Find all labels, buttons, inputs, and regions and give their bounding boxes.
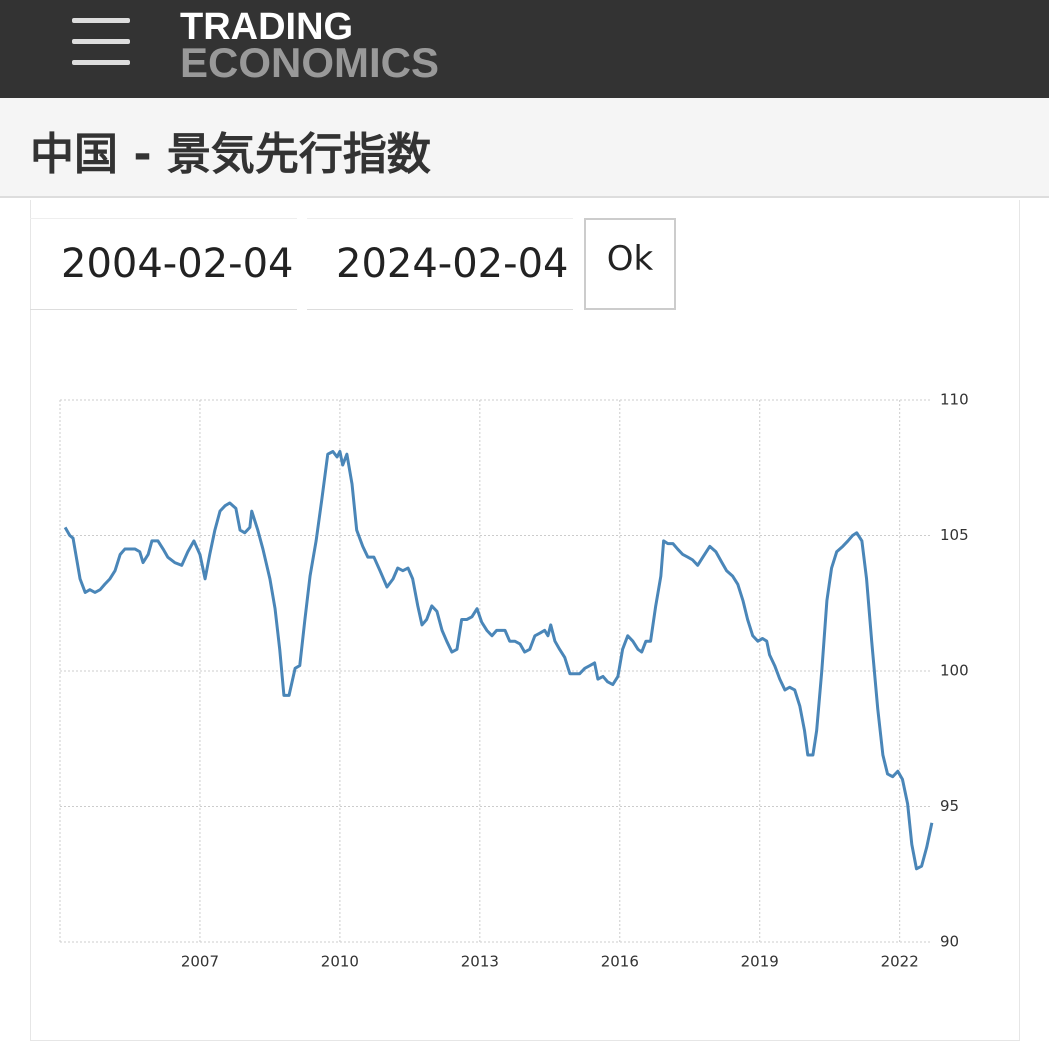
y-tick-label: 100 [940, 662, 969, 680]
page-title: 中国 - 景気先行指数 [30, 129, 431, 180]
y-tick-label: 110 [940, 391, 969, 409]
x-tick-label: 2010 [321, 953, 359, 971]
x-tick-label: 2019 [741, 953, 779, 971]
x-tick-label: 2013 [461, 953, 499, 971]
start-date-input[interactable]: 2004-02-04 [30, 218, 297, 310]
x-tick-label: 2022 [881, 953, 919, 971]
chart: 110 105 100 95 90 2007 2010 2013 2016 2019 2022 [59, 391, 969, 971]
ok-button[interactable]: Ok [584, 218, 676, 310]
data-line [63, 449, 934, 871]
y-tick-label: 95 [940, 797, 959, 815]
chart-panel [30, 200, 1020, 1041]
logo-top[interactable]: TRADING [180, 6, 354, 48]
title-bar [0, 98, 1049, 198]
x-tick-label: 2016 [601, 953, 639, 971]
x-tick-label: 2007 [181, 953, 219, 971]
end-date-input[interactable]: 2024-02-04 [307, 218, 573, 310]
top-bar: TRADING ECONOMICS [0, 0, 1049, 98]
y-tick-label: 105 [940, 526, 969, 544]
logo-bottom[interactable]: ECONOMICS [180, 39, 440, 86]
y-tick-label: 90 [940, 933, 959, 951]
